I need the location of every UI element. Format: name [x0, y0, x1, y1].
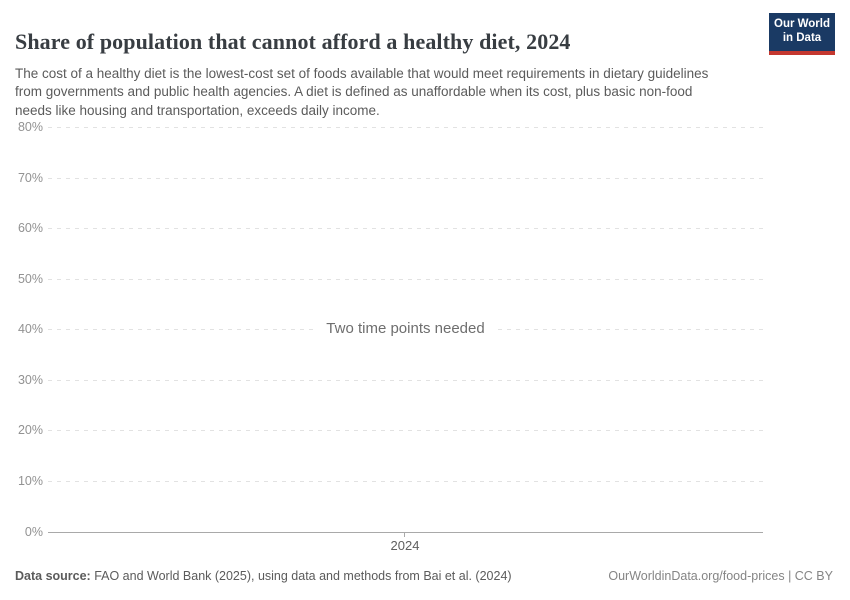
ytick-label-30: 30%	[17, 373, 43, 387]
data-source-label: Data source:	[15, 569, 91, 583]
page-title: Share of population that cannot afford a…	[15, 28, 571, 54]
ytick-label-80: 80%	[17, 120, 43, 134]
gridline-50	[48, 279, 763, 280]
gridline-80	[48, 127, 763, 128]
ytick-label-70: 70%	[17, 171, 43, 185]
no-data-message-row: Two time points needed	[48, 320, 763, 338]
owid-url-license-link[interactable]: OurWorldinData.org/food-prices | CC BY	[608, 569, 833, 583]
gridline-60	[48, 228, 763, 229]
owid-logo-line2: in Data	[782, 31, 822, 44]
ytick-label-50: 50%	[17, 272, 43, 286]
x-axis-label-2024: 2024	[390, 538, 420, 553]
gridline-10	[48, 481, 763, 482]
ytick-label-20: 20%	[17, 423, 43, 437]
data-source-text: FAO and World Bank (2025), using data an…	[90, 569, 512, 583]
chart-subtitle: The cost of a healthy diet is the lowest…	[15, 65, 709, 118]
data-source-note: Data source: FAO and World Bank (2025), …	[15, 569, 512, 583]
x-axis-tick-2024	[404, 532, 405, 537]
no-data-message: Two time points needed	[316, 320, 495, 337]
ytick-label-40: 40%	[17, 322, 43, 336]
gridline-20	[48, 430, 763, 431]
gridline-70	[48, 178, 763, 179]
chart-footer: Data source: FAO and World Bank (2025), …	[15, 569, 833, 583]
owid-logo-line1: Our World	[774, 18, 831, 30]
gridline-30	[48, 380, 763, 381]
ytick-label-10: 10%	[17, 474, 43, 488]
x-axis-line	[48, 532, 763, 533]
owid-logo[interactable]: Our World in Data	[769, 13, 835, 55]
ytick-label-60: 60%	[17, 221, 43, 235]
ytick-label-0: 0%	[24, 525, 43, 539]
